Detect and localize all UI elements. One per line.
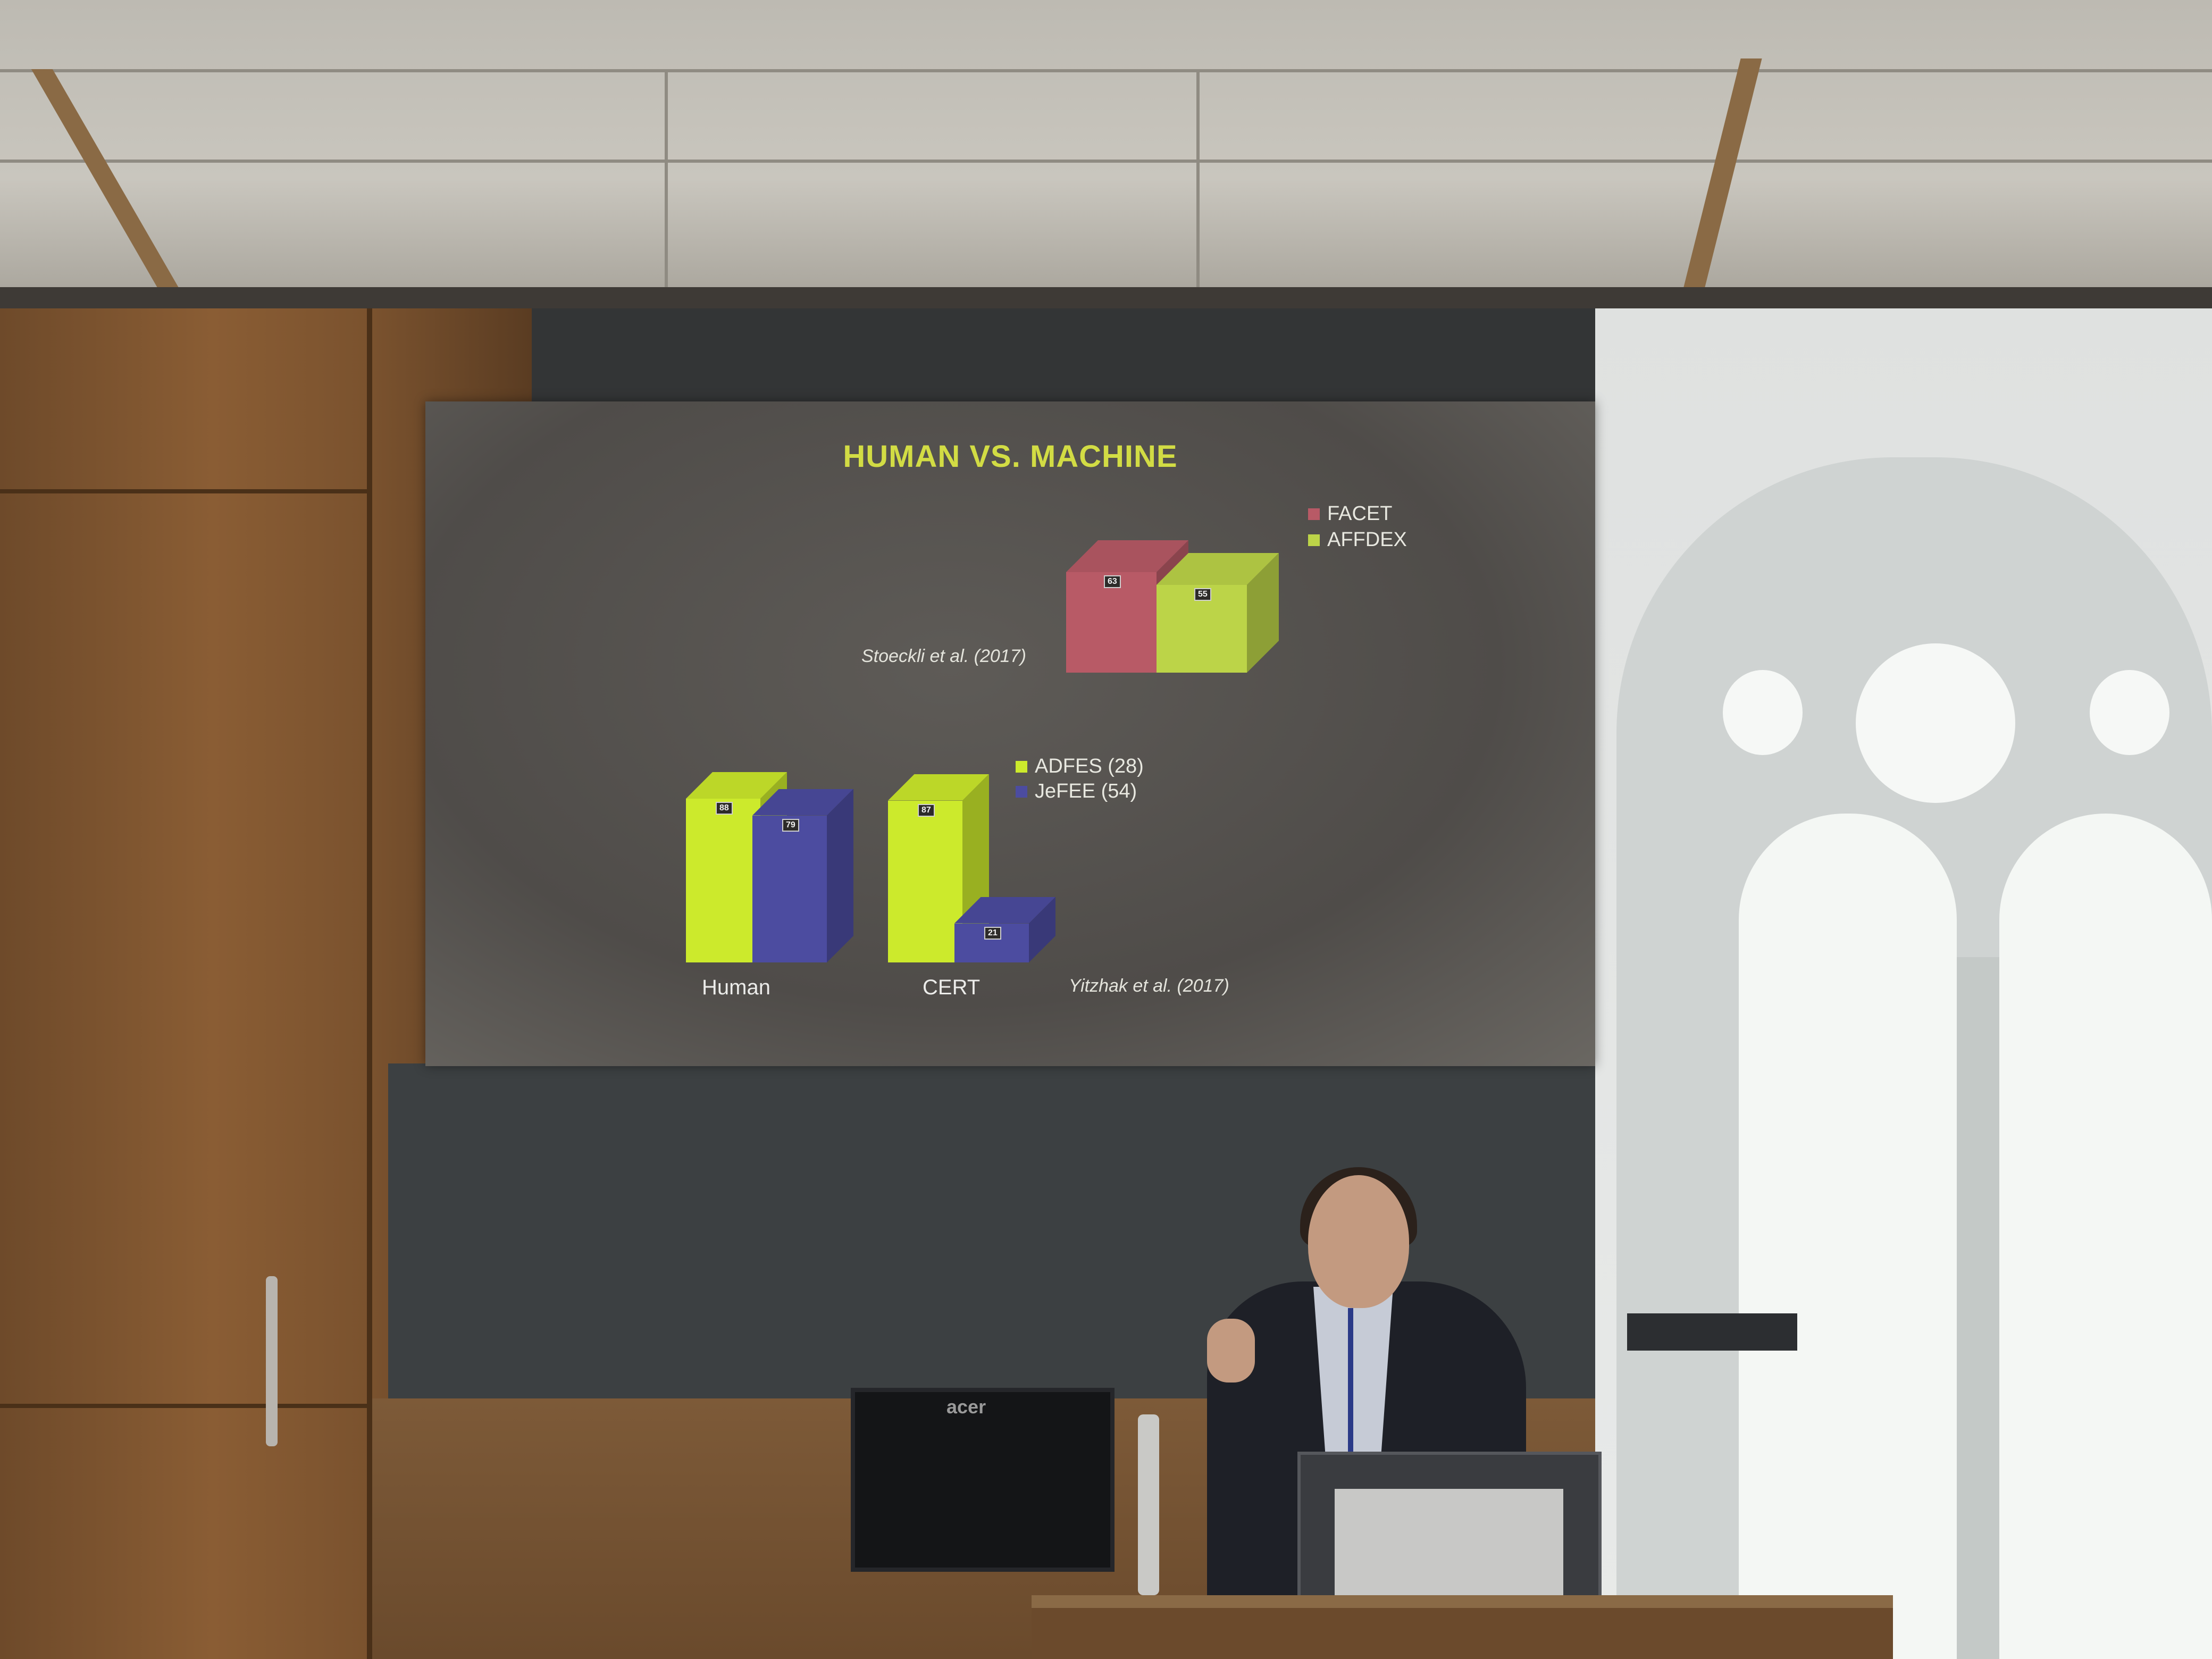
ceiling-trim bbox=[0, 287, 2212, 308]
bar-front bbox=[888, 800, 962, 962]
document-camera bbox=[1627, 1313, 1797, 1351]
legend-swatch bbox=[1016, 760, 1027, 773]
legend-label: FACET bbox=[1327, 502, 1393, 525]
legend-label: ADFES (28) bbox=[1035, 755, 1144, 777]
projection-screen: HUMAN VS. MACHINE FACET AFFDEX Stoeckli … bbox=[425, 401, 1595, 1066]
bar-affdex: 55 bbox=[1157, 553, 1279, 673]
bar-facet: 63 bbox=[1066, 540, 1188, 673]
lectern bbox=[1032, 1601, 1893, 1659]
bar-front bbox=[1066, 572, 1157, 673]
legend-item-jefee: JeFEE (54) bbox=[1016, 780, 1144, 803]
bar-value-label: 87 bbox=[918, 803, 935, 817]
monitor-brand-logo: acer bbox=[946, 1396, 986, 1418]
slide-title: HUMAN VS. MACHINE bbox=[843, 439, 1178, 474]
monitor bbox=[851, 1388, 1115, 1572]
presenter-hand bbox=[1207, 1319, 1255, 1382]
ceiling-tile-line bbox=[0, 69, 2212, 72]
window-rose bbox=[1856, 643, 2015, 803]
ceiling-tile-line bbox=[0, 160, 2212, 163]
legend-swatch bbox=[1308, 534, 1320, 546]
legend-item-facet: FACET bbox=[1308, 502, 1407, 525]
legend-label: JeFEE (54) bbox=[1035, 780, 1137, 802]
ceiling-tile-line bbox=[1196, 69, 1200, 287]
bar-value-label: 79 bbox=[782, 818, 799, 832]
legend-item-adfes: ADFES (28) bbox=[1016, 755, 1144, 778]
legend-swatch bbox=[1308, 508, 1320, 520]
ceiling-tile-line bbox=[665, 69, 668, 287]
panel-seam bbox=[0, 489, 372, 493]
legend-label: AFFDEX bbox=[1327, 529, 1407, 551]
presenter-face bbox=[1308, 1175, 1409, 1308]
legend-item-affdex: AFFDEX bbox=[1308, 529, 1407, 551]
lanyard bbox=[1348, 1308, 1353, 1457]
window-mullion bbox=[1957, 957, 1999, 1659]
bottom-citation: Yitzhak et al. (2017) bbox=[1069, 976, 1229, 996]
bar-value-label: 21 bbox=[984, 926, 1001, 940]
category-label-cert: CERT bbox=[923, 976, 981, 999]
bar-value-label: 55 bbox=[1194, 588, 1211, 601]
top-chart: 63 55 bbox=[425, 401, 1595, 1066]
bar-front bbox=[752, 815, 827, 962]
bar-value-label: 88 bbox=[716, 802, 733, 815]
bar-value-label: 63 bbox=[1104, 575, 1121, 588]
legend-swatch bbox=[1016, 785, 1027, 798]
lectern-top bbox=[1032, 1595, 1893, 1608]
ceiling bbox=[0, 0, 2212, 298]
door-handle bbox=[266, 1276, 278, 1446]
microphone-stand bbox=[1138, 1414, 1159, 1595]
bar-side bbox=[827, 789, 853, 962]
top-citation: Stoeckli et al. (2017) bbox=[861, 646, 1026, 666]
window-rose-small bbox=[2090, 670, 2169, 755]
bar-human-jefee: 79 bbox=[752, 789, 853, 962]
panel-seam bbox=[367, 308, 372, 1659]
bar-cert-jefee: 21 bbox=[954, 896, 1055, 962]
window-lancet-left bbox=[1739, 814, 1957, 1659]
laptop-lid-cover bbox=[1335, 1489, 1563, 1606]
bottom-legend: ADFES (28) JeFEE (54) bbox=[1016, 755, 1144, 803]
bottom-chart: 88 79 87 21 bbox=[425, 401, 1595, 1066]
top-legend: FACET AFFDEX bbox=[1308, 502, 1407, 551]
window-lancet-right bbox=[1999, 814, 2212, 1659]
panel-seam bbox=[0, 1404, 372, 1408]
bar-front bbox=[686, 799, 760, 962]
category-label-human: Human bbox=[702, 976, 770, 999]
window-rose-small bbox=[1723, 670, 1803, 755]
